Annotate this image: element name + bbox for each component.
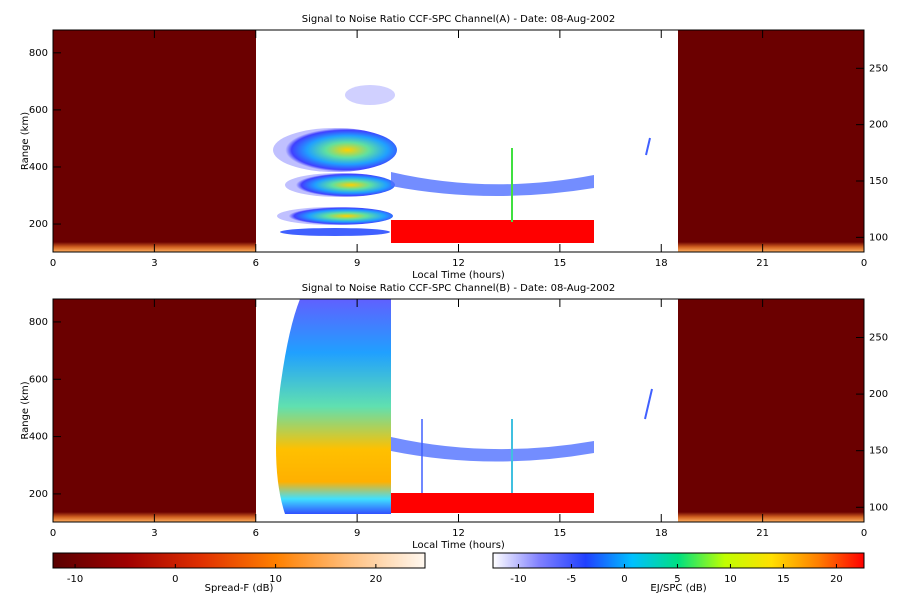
x-tick-label: 0 xyxy=(50,258,56,269)
x-tick-label: 15 xyxy=(554,528,567,539)
colorbar-tick-label: 10 xyxy=(724,574,737,585)
x-tick-label: 0 xyxy=(861,528,867,539)
y2-tick-label: 100 xyxy=(869,502,888,513)
trace xyxy=(644,388,653,420)
y2-tick-label: 100 xyxy=(869,232,888,243)
y2-tick-label: 200 xyxy=(869,389,888,400)
colorbar xyxy=(52,552,426,569)
colorbar-tick-label: 0 xyxy=(621,574,627,585)
layer xyxy=(285,173,395,197)
layer xyxy=(277,207,393,225)
y-tick-label: 200 xyxy=(29,489,48,500)
y2-tick-label: 150 xyxy=(869,176,888,187)
y-tick-label: 800 xyxy=(29,317,48,328)
panel-b-image xyxy=(53,299,864,522)
y-tick-label: 600 xyxy=(29,374,48,385)
night-strip xyxy=(678,242,864,252)
x-tick-label: 3 xyxy=(151,258,157,269)
colorbar-tick-label: -10 xyxy=(67,574,83,585)
layer xyxy=(391,437,594,462)
night-strip xyxy=(678,512,864,522)
y-tick-label: 800 xyxy=(29,48,48,59)
night-block xyxy=(53,299,256,522)
colorbar-tick-label: 20 xyxy=(370,574,383,585)
x-tick-label: 12 xyxy=(452,528,465,539)
colorbar xyxy=(492,552,865,569)
colorbar-label: Spread-F (dB) xyxy=(205,583,274,594)
chart-title: Signal to Noise Ratio CCF-SPC Channel(A)… xyxy=(302,14,616,25)
x-tick-label: 6 xyxy=(253,528,259,539)
x-tick-label: 0 xyxy=(861,258,867,269)
x-tick-label: 9 xyxy=(354,258,360,269)
x-tick-label: 21 xyxy=(756,258,769,269)
ejet xyxy=(391,220,594,243)
x-tick-label: 9 xyxy=(354,528,360,539)
night-block xyxy=(678,30,864,252)
x-tick-label: 15 xyxy=(554,258,567,269)
y-axis-label: Range (km) xyxy=(20,112,31,170)
x-tick-label: 3 xyxy=(151,528,157,539)
x-tick-label: 21 xyxy=(756,528,769,539)
y2-tick-label: 250 xyxy=(869,332,888,343)
y-tick-label: 400 xyxy=(29,432,48,443)
y-tick-label: 600 xyxy=(29,105,48,116)
colorbar-tick-label: 10 xyxy=(269,574,282,585)
y2-tick-label: 150 xyxy=(869,446,888,457)
x-axis-label: Local Time (hours) xyxy=(412,270,505,281)
colorbar-tick-label: -10 xyxy=(510,574,526,585)
y-tick-label: 200 xyxy=(29,219,48,230)
y-tick-label: 400 xyxy=(29,162,48,173)
layer xyxy=(273,128,397,172)
y2-tick-label: 200 xyxy=(869,120,888,131)
y-axis-label: Range (km) xyxy=(20,381,31,439)
night-block xyxy=(53,30,256,252)
colorbar-tick-label: 15 xyxy=(777,574,790,585)
ejet xyxy=(391,493,594,513)
plume xyxy=(276,299,391,514)
panel-a-image xyxy=(53,30,864,252)
chart-title: Signal to Noise Ratio CCF-SPC Channel(B)… xyxy=(302,283,616,294)
y2-tick-label: 250 xyxy=(869,63,888,74)
x-tick-label: 0 xyxy=(50,528,56,539)
colorbar-tick-label: -5 xyxy=(566,574,576,585)
colorbar-tick-label: 20 xyxy=(830,574,843,585)
layer xyxy=(345,85,395,105)
x-tick-label: 6 xyxy=(253,258,259,269)
colorbar-tick-label: 0 xyxy=(172,574,178,585)
x-axis-label: Local Time (hours) xyxy=(412,540,505,551)
x-tick-label: 18 xyxy=(655,528,668,539)
colorbar-label: EJ/SPC (dB) xyxy=(650,583,706,594)
trace xyxy=(645,137,651,156)
colorbar-tick-label: 5 xyxy=(674,574,680,585)
layer xyxy=(280,228,390,236)
x-tick-label: 12 xyxy=(452,258,465,269)
night-block xyxy=(678,299,864,522)
x-tick-label: 18 xyxy=(655,258,668,269)
layer xyxy=(391,172,594,197)
